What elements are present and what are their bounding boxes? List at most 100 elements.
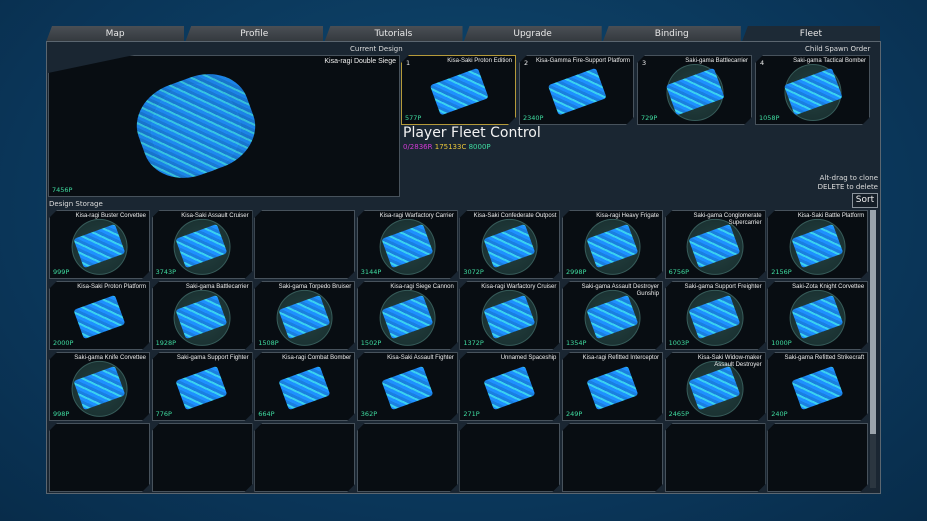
empty-storage-slot[interactable] — [665, 423, 766, 492]
storage-design-card[interactable]: Kisa-Saki Assault Cruiser 3743P — [152, 210, 253, 279]
design-cost: 1354P — [566, 339, 587, 347]
design-cost: 1003P — [668, 339, 690, 347]
resource-c: 175133C — [434, 143, 467, 151]
scrollbar-thumb[interactable] — [870, 210, 876, 434]
design-name: Kisa-ragi Warfactory Carrier — [379, 213, 454, 219]
ship-image — [367, 357, 448, 419]
design-cost: 1058P — [759, 114, 780, 122]
design-cost: 1372P — [463, 339, 484, 347]
design-name: Saki-gama Battlecarrier — [685, 58, 748, 64]
ship-image — [264, 286, 345, 348]
tab-upgrade[interactable]: Upgrade — [463, 26, 602, 42]
storage-design-card[interactable]: Saki-gama Battlecarrier 1928P — [152, 281, 253, 350]
design-cost: 6756P — [668, 268, 690, 276]
design-name: Kisa-ragi Refitted Interceptor — [582, 355, 659, 361]
ship-image — [367, 215, 448, 277]
storage-design-card[interactable]: Kisa-ragi Buster Corvettee 999P — [49, 210, 150, 279]
tab-fleet[interactable]: Fleet — [741, 26, 881, 42]
storage-design-card[interactable]: Saki-gama Refitted Strikecraft 240P — [767, 352, 868, 421]
storage-design-card[interactable]: Saki-gama Assault Destroyer Gunship 1354P — [562, 281, 663, 350]
design-cost: 1000P — [771, 339, 792, 347]
design-cost: 1508P — [258, 339, 279, 347]
clone-hint: Alt-drag to clone — [819, 174, 878, 182]
storage-design-card[interactable]: Kisa-ragi Warfactory Cruiser 1372P — [459, 281, 560, 350]
tab-bar: Map Profile Tutorials Upgrade Binding Fleet — [46, 26, 881, 42]
empty-storage-slot[interactable] — [49, 423, 150, 492]
design-name: Kisa-Saki Widow-maker Assault Destroyer — [697, 355, 762, 368]
tab-map[interactable]: Map — [46, 26, 185, 42]
child-spawn-slot[interactable]: 3 Saki-gama Battlecarrier 729P — [637, 55, 752, 125]
design-cost: 240P — [771, 410, 788, 418]
current-design-card[interactable]: Kisa-ragi Double Siege 7456P — [48, 55, 400, 197]
design-name: Kisa-ragi Combat Bomber — [282, 355, 352, 361]
design-cost: 776P — [155, 410, 172, 418]
slot-number: 2 — [524, 59, 529, 67]
design-name: Kisa-Saki Assault Cruiser — [181, 213, 249, 219]
ship-image — [767, 60, 859, 123]
resource-p: 8000P — [468, 143, 491, 151]
empty-storage-slot[interactable] — [254, 423, 355, 492]
storage-design-card[interactable]: Kisa-Saki Widow-maker Assault Destroyer 2… — [665, 352, 766, 421]
empty-storage-slot[interactable] — [254, 210, 355, 279]
tab-profile[interactable]: Profile — [185, 26, 324, 42]
sort-button[interactable]: Sort — [852, 193, 878, 208]
storage-design-card[interactable]: Unnamed Spaceship 271P — [459, 352, 560, 421]
design-storage-label: Design Storage — [49, 200, 103, 208]
design-name: Kisa-Saki Battle Platform — [797, 213, 865, 219]
ship-image — [469, 215, 550, 277]
storage-design-card[interactable]: Kisa-ragi Heavy Frigate 2998P — [562, 210, 663, 279]
child-spawn-slot[interactable]: 2 Kisa-Gamma Fire-Support Platform 2340P — [519, 55, 634, 125]
tab-binding[interactable]: Binding — [602, 26, 741, 42]
fleet-title: Player Fleet Control — [403, 125, 541, 141]
storage-design-card[interactable]: Kisa-ragi Refitted Interceptor 249P — [562, 352, 663, 421]
empty-storage-slot[interactable] — [767, 423, 868, 492]
design-name: Saki-gama Support Fighter — [176, 355, 249, 361]
storage-design-card[interactable]: Saki-gama Conglomerate Supercarrier 6756P — [665, 210, 766, 279]
design-name: Saki-gama Battlecarrier — [185, 284, 249, 290]
storage-design-card[interactable]: Kisa-Saki Proton Platform 2000P — [49, 281, 150, 350]
child-spawn-slot[interactable]: 4 Saki-gama Tactical Bomber 1058P — [755, 55, 870, 125]
design-cost: 2998P — [566, 268, 587, 276]
design-name: Saki-gama Refitted Strikecraft — [784, 355, 865, 361]
design-cost: 3072P — [463, 268, 484, 276]
storage-design-card[interactable]: Kisa-Saki Confederate Outpost 3072P — [459, 210, 560, 279]
storage-design-card[interactable]: Kisa-ragi Combat Bomber 664P — [254, 352, 355, 421]
storage-design-card[interactable]: Kisa-ragi Siege Cannon 1502P — [357, 281, 458, 350]
storage-design-card[interactable]: Kisa-Saki Battle Platform 2156P — [767, 210, 868, 279]
design-name: Saki-gama Torpedo Bruiser — [278, 284, 352, 290]
design-cost: 2000P — [53, 339, 74, 347]
ship-image — [572, 286, 653, 348]
storage-design-card[interactable]: Saki-gama Support Freighter 1003P — [665, 281, 766, 350]
ship-image — [162, 357, 243, 419]
ship-image — [572, 215, 653, 277]
empty-storage-slot[interactable] — [562, 423, 663, 492]
empty-storage-slot[interactable] — [152, 423, 253, 492]
ship-image — [649, 60, 741, 123]
delete-hint: DELETE to delete — [817, 183, 878, 191]
slot-number: 3 — [642, 59, 647, 67]
resource-r: 0/2836R — [403, 143, 433, 151]
ship-image — [675, 286, 756, 348]
ship-image — [59, 215, 140, 277]
design-name: Kisa-Saki Proton Platform — [77, 284, 146, 290]
ship-image — [469, 357, 550, 419]
design-cost: 999P — [53, 268, 70, 276]
tab-tutorials[interactable]: Tutorials — [324, 26, 463, 42]
storage-design-card[interactable]: Saki-Zota Knight Corvettee 1000P — [767, 281, 868, 350]
design-name: Unnamed Spaceship — [500, 355, 557, 361]
storage-design-card[interactable]: Kisa-ragi Warfactory Carrier 3144P — [357, 210, 458, 279]
ship-image — [367, 286, 448, 348]
design-cost: 2340P — [523, 114, 544, 122]
design-cost: 3743P — [155, 268, 177, 276]
child-spawn-slot[interactable]: 1 Kisa-Saki Proton Edition 577P — [401, 55, 516, 125]
storage-design-card[interactable]: Saki-gama Knife Corvettee 998P — [49, 352, 150, 421]
empty-storage-slot[interactable] — [357, 423, 458, 492]
storage-design-card[interactable]: Kisa-Saki Assault Fighter 362P — [357, 352, 458, 421]
ship-image — [777, 215, 858, 277]
storage-scrollbar[interactable] — [870, 210, 876, 488]
empty-storage-slot[interactable] — [459, 423, 560, 492]
design-cost: 271P — [463, 410, 480, 418]
storage-design-card[interactable]: Saki-gama Support Fighter 776P — [152, 352, 253, 421]
storage-design-card[interactable]: Saki-gama Torpedo Bruiser 1508P — [254, 281, 355, 350]
design-name: Kisa-ragi Siege Cannon — [390, 284, 454, 290]
